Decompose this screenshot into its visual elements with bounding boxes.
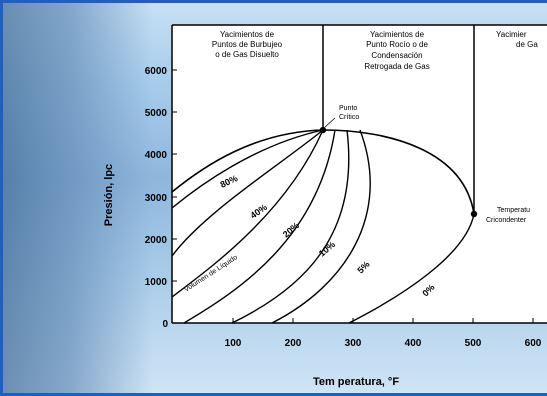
cricondentherm-label: Temperatu Cricondenter bbox=[486, 207, 530, 224]
region-line: Punto Rocío o de bbox=[366, 40, 428, 49]
left-gradient-band bbox=[3, 3, 153, 393]
region-label-gas: Yacimier de Ga bbox=[496, 30, 538, 49]
cricondentherm-marker bbox=[470, 210, 478, 218]
point-label-line: Crítico bbox=[339, 114, 359, 121]
plot-area bbox=[172, 25, 547, 323]
x-tick-label: 400 bbox=[405, 338, 422, 349]
quality-line-20 bbox=[183, 129, 336, 324]
x-tick-label: 300 bbox=[345, 338, 362, 349]
quality-line-40 bbox=[171, 129, 324, 257]
region-label-bubble-point: Yacimientos de Puntos de Burbujeo o de G… bbox=[212, 30, 283, 59]
y-tick-label: 0 bbox=[162, 319, 168, 330]
region-line: Yacimier bbox=[496, 30, 527, 39]
point-label-line: Cricondenter bbox=[486, 217, 527, 224]
x-axis-label: Tem peratura, °F bbox=[313, 376, 399, 388]
region-line: o de Gas Disuelto bbox=[215, 50, 279, 59]
x-tick-label: 600 bbox=[525, 338, 542, 349]
region-line: Retrogada de Gas bbox=[364, 62, 429, 71]
x-tick-label: 200 bbox=[285, 338, 302, 349]
point-label-line: Temperatu bbox=[497, 207, 530, 214]
y-tick-label: 5000 bbox=[145, 108, 168, 119]
quality-line-0 bbox=[348, 213, 475, 324]
critical-point-label: Punto Crítico bbox=[339, 105, 359, 121]
x-tick-label: 100 bbox=[225, 338, 242, 349]
critical-point-marker bbox=[319, 126, 327, 134]
region-line: Yacimientos de bbox=[220, 30, 275, 39]
quality-line-10 bbox=[231, 129, 350, 324]
y-tick-label: 1000 bbox=[145, 277, 168, 288]
region-line: Condensación bbox=[371, 51, 422, 60]
y-tick-label: 4000 bbox=[145, 150, 168, 161]
x-tick-labels: 100 200 300 400 500 600 bbox=[225, 338, 542, 349]
y-ticks bbox=[172, 69, 177, 282]
x-tick-label: 500 bbox=[465, 338, 482, 349]
y-tick-label: 2000 bbox=[145, 235, 168, 246]
quality-line-5 bbox=[271, 129, 371, 324]
point-label-line: Punto bbox=[339, 105, 357, 112]
region-label-dew-point: Yacimientos de Punto Rocío o de Condensa… bbox=[364, 30, 429, 71]
quality-line-80 bbox=[171, 129, 324, 209]
y-tick-labels: 0 1000 2000 3000 4000 5000 6000 bbox=[145, 66, 169, 330]
critical-point-leader bbox=[324, 117, 336, 128]
y-tick-label: 3000 bbox=[145, 193, 168, 204]
region-line: Puntos de Burbujeo bbox=[212, 40, 283, 49]
y-axis-label: Presión, lpc bbox=[103, 164, 115, 226]
region-line: de Ga bbox=[516, 40, 538, 49]
y-tick-label: 6000 bbox=[145, 66, 168, 77]
quality-line-volume bbox=[171, 129, 324, 298]
region-line: Yacimientos de bbox=[370, 30, 425, 39]
